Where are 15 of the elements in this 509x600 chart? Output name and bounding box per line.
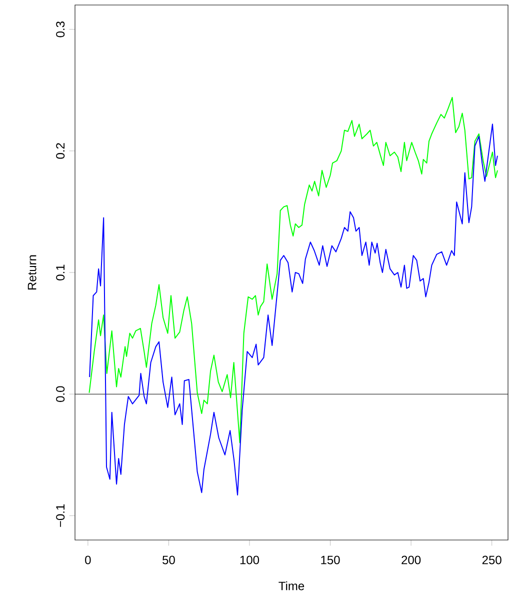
x-tick-label: 200	[402, 556, 421, 564]
x-tick-label: 50	[162, 556, 175, 564]
line-series	[88, 96, 498, 444]
y-tick-label: 0.1	[56, 264, 65, 280]
x-axis-title: Time	[278, 581, 304, 590]
x-tick-label: 250	[482, 556, 502, 564]
y-axis-title: Return	[28, 255, 36, 290]
x-tick-label: 100	[240, 556, 260, 564]
line-series	[89, 124, 498, 496]
x-tick-label: 0	[85, 556, 91, 564]
y-tick-label: 0.2	[56, 143, 65, 159]
x-tick-label: 150	[321, 556, 340, 564]
y-tick-label: −0.1	[56, 504, 65, 527]
y-tick-label: 0.0	[56, 386, 65, 402]
y-tick-label: 0.3	[56, 22, 65, 38]
